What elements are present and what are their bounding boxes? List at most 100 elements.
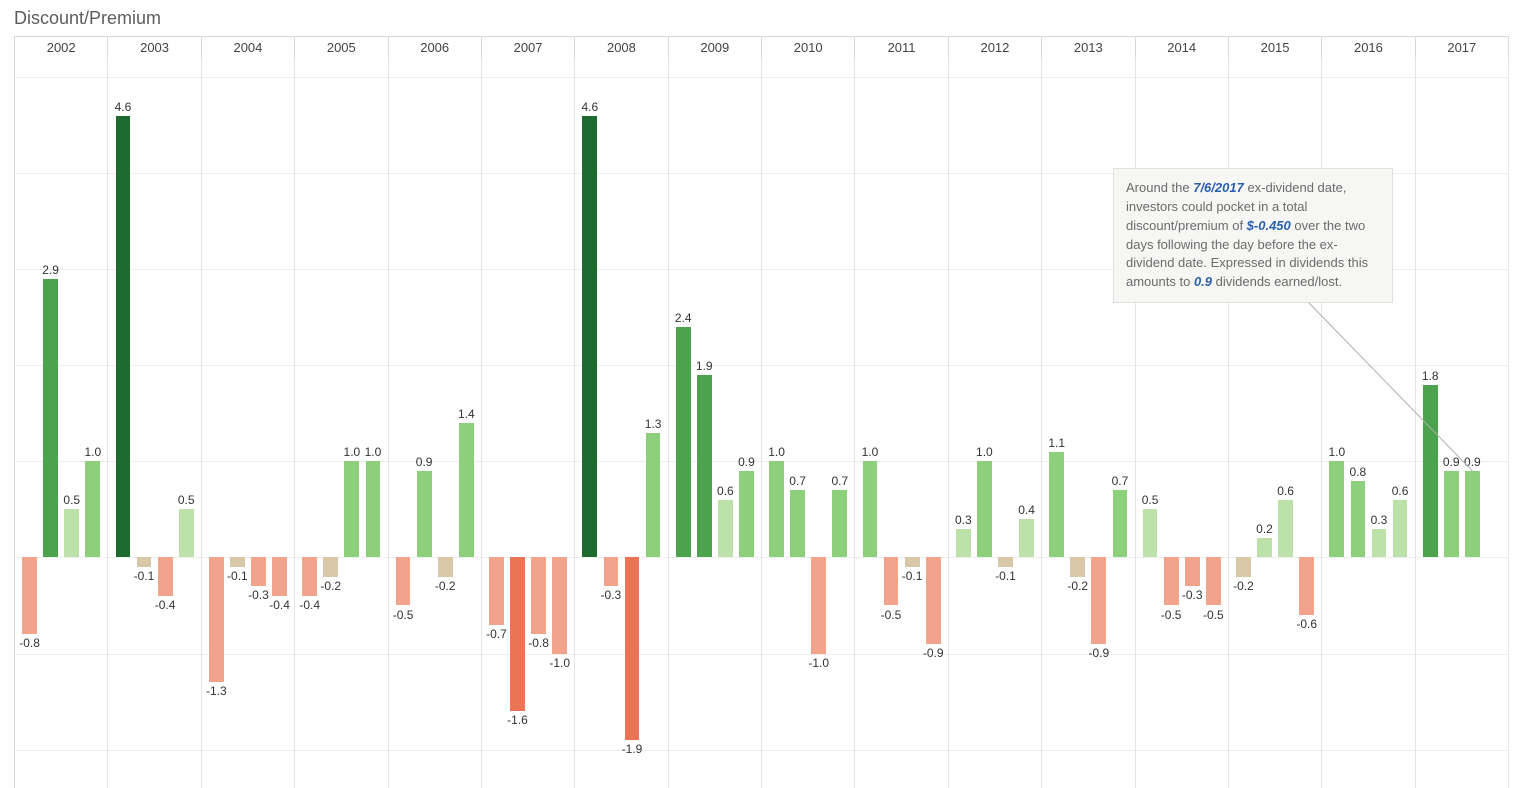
bar[interactable] [1351,481,1366,558]
bar[interactable] [116,116,131,558]
bar[interactable] [85,461,100,557]
bar[interactable] [1299,557,1314,615]
bar[interactable] [676,327,691,558]
bar[interactable] [956,529,971,558]
year-group: 4.6-0.3-1.91.3 [575,58,668,788]
bar-value-label: 0.5 [61,493,82,507]
bar[interactable] [697,375,712,558]
bar[interactable] [302,557,317,595]
bar[interactable] [1444,471,1459,557]
bar[interactable] [926,557,941,643]
year-group: 1.0-0.5-0.1-0.9 [855,58,948,788]
bar-slot: 0.7 [829,58,850,788]
bar[interactable] [158,557,173,595]
bar-slot: -1.6 [507,58,528,788]
bar[interactable] [1206,557,1221,605]
bar-value-label: 0.4 [1016,503,1037,517]
bar[interactable] [552,557,567,653]
bar-value-label: 0.3 [953,513,974,527]
bar-slot: -1.3 [206,58,227,788]
bar[interactable] [417,471,432,557]
bar[interactable] [1329,461,1344,557]
bar-value-label: -0.3 [1182,588,1203,602]
bar-value-label: -0.5 [880,608,901,622]
bar-value-label: -0.3 [600,588,621,602]
bar[interactable] [1091,557,1106,643]
bar[interactable] [832,490,847,557]
bar[interactable] [43,279,58,558]
bar-value-label: 0.7 [829,474,850,488]
bar[interactable] [884,557,899,605]
year-header: 2015 [1229,37,1322,58]
bar[interactable] [863,461,878,557]
bar-slot: 1.0 [766,58,787,788]
bar-slot: -0.1 [133,58,154,788]
bar[interactable] [531,557,546,634]
bar-value-label: 4.6 [112,100,133,114]
bar[interactable] [272,557,287,595]
bar[interactable] [22,557,37,634]
bar[interactable] [438,557,453,576]
year-header: 2012 [949,37,1042,58]
bar[interactable] [1164,557,1179,605]
bar[interactable] [646,433,661,558]
bar-value-label: -0.1 [133,569,154,583]
bar[interactable] [1019,519,1034,557]
bar[interactable] [739,471,754,557]
bar[interactable] [510,557,525,711]
bar[interactable] [1257,538,1272,557]
bar[interactable] [209,557,224,682]
bar[interactable] [1423,385,1438,558]
bar[interactable] [1393,500,1408,558]
bar[interactable] [137,557,152,567]
bar[interactable] [977,461,992,557]
bar[interactable] [1465,471,1480,557]
bar[interactable] [998,557,1013,567]
year-group: 4.6-0.1-0.40.5 [108,58,201,788]
bar[interactable] [323,557,338,576]
bar[interactable] [604,557,619,586]
bar-slot: 1.8 [1420,58,1441,788]
year-header: 2007 [482,37,575,58]
bar-value-label: 0.6 [1390,484,1411,498]
year-header: 2010 [762,37,855,58]
bar-slot: -0.1 [995,58,1016,788]
bar-value-label: -0.9 [923,646,944,660]
bar[interactable] [1278,500,1293,558]
bar[interactable] [251,557,266,586]
bar-slot: 1.0 [974,58,995,788]
bar[interactable] [905,557,920,567]
bar-slot: 2.4 [673,58,694,788]
bar[interactable] [64,509,79,557]
bar-value-label: -1.0 [808,656,829,670]
bar-slot: 0.7 [787,58,808,788]
bar-slot: -0.5 [880,58,901,788]
bar[interactable] [1185,557,1200,586]
bar-value-label: 0.9 [414,455,435,469]
bar[interactable] [1049,452,1064,558]
bar[interactable] [344,461,359,557]
bar[interactable] [1143,509,1158,557]
bar[interactable] [1372,529,1387,558]
bar[interactable] [811,557,826,653]
bar[interactable] [366,461,381,557]
bar[interactable] [790,490,805,557]
bar[interactable] [1113,490,1128,557]
bar-slot: 0.5 [61,58,82,788]
bar[interactable] [489,557,504,624]
bar-value-label: 1.4 [456,407,477,421]
bar[interactable] [1070,557,1085,576]
bar-slot: 0.4 [1016,58,1037,788]
bar[interactable] [769,461,784,557]
bar[interactable] [230,557,245,567]
bar[interactable] [718,500,733,558]
bar[interactable] [1236,557,1251,576]
bar[interactable] [582,116,597,558]
bar[interactable] [459,423,474,557]
bar[interactable] [179,509,194,557]
bar[interactable] [625,557,640,740]
bar[interactable] [396,557,411,605]
bar-value-label: 0.9 [736,455,757,469]
bar-slot: 1.1 [1046,58,1067,788]
bar-slot: -0.2 [1067,58,1088,788]
